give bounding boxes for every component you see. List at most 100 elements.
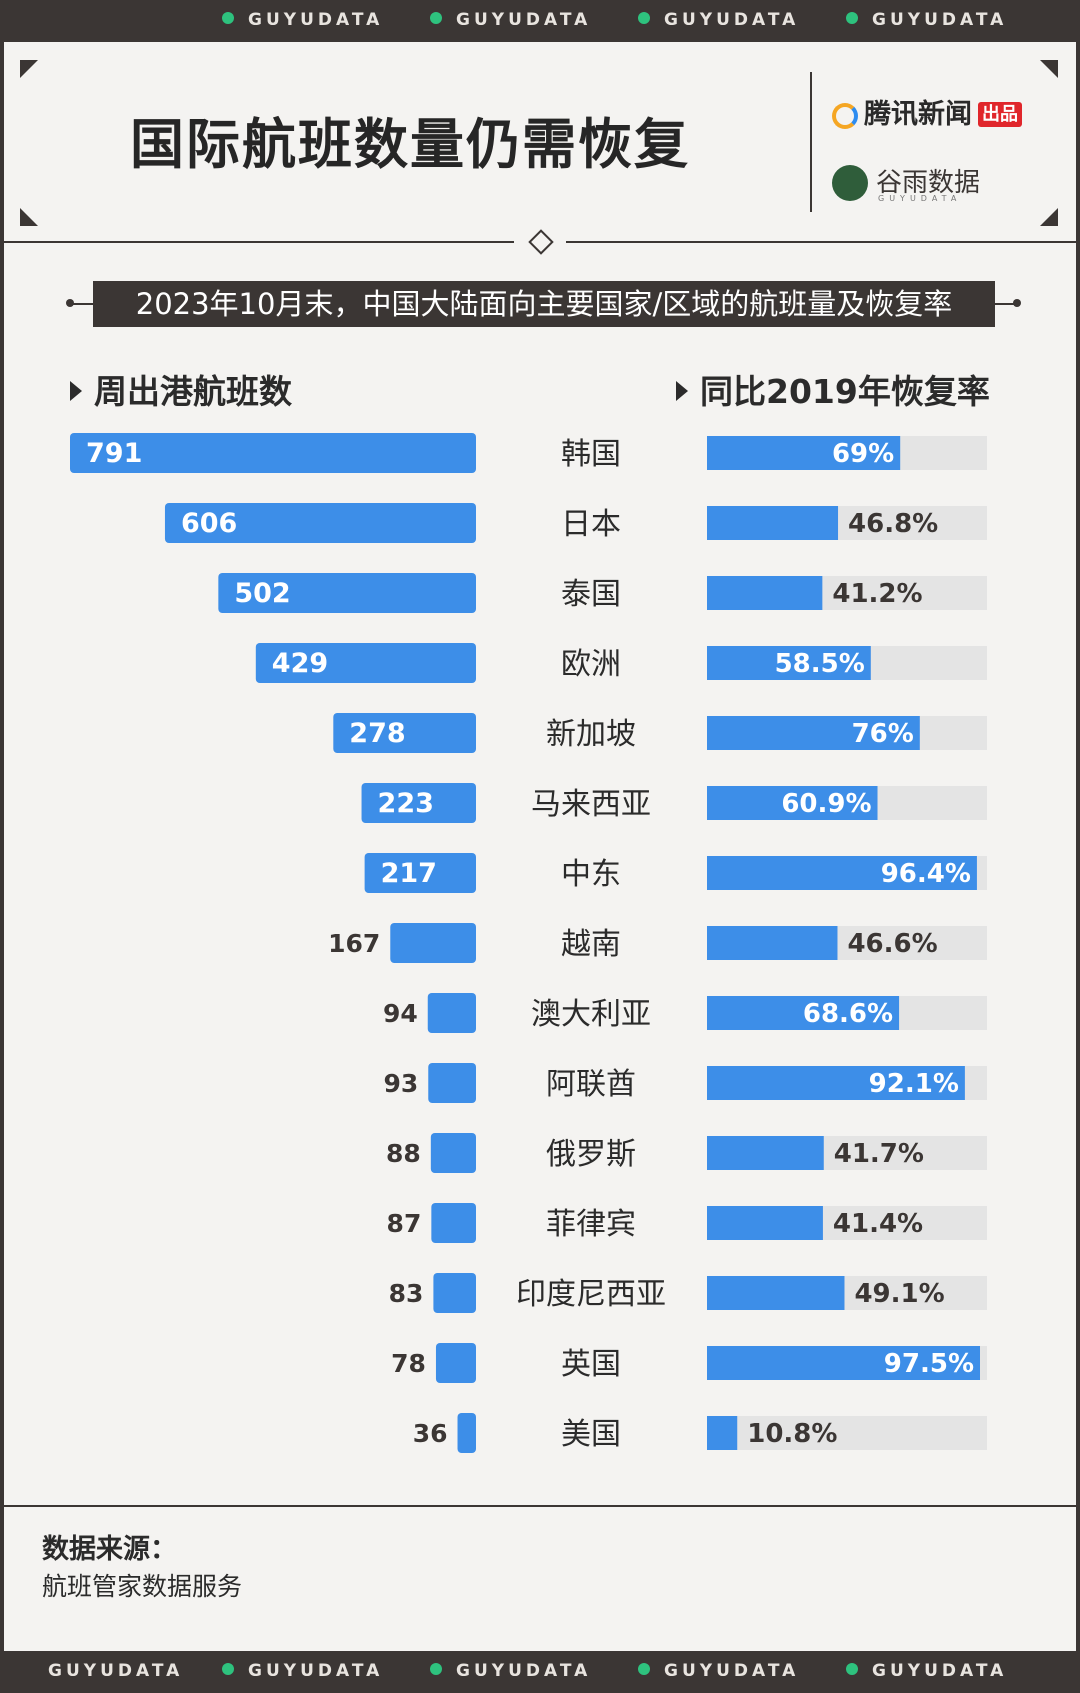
- dot-icon: [638, 1663, 650, 1675]
- flight-bar: [361, 783, 476, 823]
- dot-icon: [222, 12, 234, 24]
- flight-bar: [218, 573, 476, 613]
- flight-bar: [333, 713, 476, 753]
- category-label: 澳大利亚: [531, 997, 651, 1032]
- dot-icon: [846, 1663, 858, 1675]
- dot-icon: [846, 12, 858, 24]
- category-label: 新加坡: [546, 717, 636, 752]
- flight-bar: [431, 1203, 476, 1243]
- rate-value-label: 60.9%: [781, 789, 871, 819]
- rate-bar: [707, 786, 878, 820]
- flight-bar: [433, 1273, 476, 1313]
- category-label: 美国: [561, 1417, 621, 1452]
- partner-name: 谷雨数据: [876, 168, 981, 198]
- strip-brand: GUYUDATA: [248, 1661, 384, 1681]
- flight-value-label: 429: [272, 648, 328, 679]
- category-label: 日本: [561, 507, 621, 542]
- header-divider: [810, 72, 812, 212]
- category-label: 阿联酋: [546, 1067, 636, 1102]
- strip-brand: GUYUDATA: [248, 10, 384, 30]
- rate-bar: [707, 576, 823, 610]
- section-divider-left: [4, 241, 514, 243]
- flight-value-label: 83: [389, 1279, 424, 1308]
- rate-value-label: 10.8%: [747, 1419, 837, 1449]
- flight-value-label: 87: [387, 1209, 422, 1238]
- rate-value-label: 92.1%: [869, 1069, 959, 1099]
- category-label: 马来西亚: [531, 787, 651, 822]
- rate-bar: [707, 1136, 824, 1170]
- rate-value-label: 46.8%: [848, 509, 938, 539]
- rate-value-label: 68.6%: [803, 999, 893, 1029]
- triangle-icon: [70, 381, 82, 401]
- rate-bar: [707, 1346, 980, 1380]
- section-divider-right: [566, 241, 1076, 243]
- category-label: 印度尼西亚: [516, 1277, 666, 1312]
- rate-value-label: 96.4%: [881, 859, 971, 889]
- category-label: 俄罗斯: [546, 1137, 636, 1172]
- flight-value-label: 93: [383, 1069, 418, 1098]
- rate-bar: [707, 716, 920, 750]
- flight-bar: [255, 643, 476, 683]
- rate-value-label: 76%: [852, 719, 914, 749]
- category-label: 越南: [561, 927, 621, 962]
- category-label: 韩国: [561, 437, 621, 472]
- page-title: 国际航班数量仍需恢复: [130, 113, 690, 176]
- strip-brand: GUYUDATA: [664, 10, 800, 30]
- bottom-brand-strip: GUYUDATA GUYUDATA GUYUDATA GUYUDATA GUYU…: [0, 1651, 1080, 1693]
- flight-value-label: 36: [413, 1419, 448, 1448]
- flight-bar: [435, 1343, 476, 1383]
- corner-mark-tl: [20, 60, 38, 78]
- flight-value-label: 791: [86, 438, 142, 469]
- flight-bar: [427, 993, 476, 1033]
- rate-value-label: 46.6%: [847, 929, 937, 959]
- rate-bar: [707, 1416, 738, 1450]
- flight-value-label: 88: [386, 1139, 421, 1168]
- rate-bar: [707, 1066, 965, 1100]
- flight-bar: [430, 1133, 476, 1173]
- dot-icon: [430, 12, 442, 24]
- left-column-heading: 周出港航班数: [70, 365, 292, 413]
- flight-value-label: 167: [328, 929, 380, 958]
- rate-value-label: 58.5%: [775, 649, 865, 679]
- category-label: 英国: [561, 1347, 621, 1382]
- corner-mark-br: [1040, 208, 1058, 226]
- flight-bar: [70, 433, 476, 473]
- strip-brand: GUYUDATA: [48, 1661, 184, 1681]
- rate-value-label: 41.4%: [833, 1209, 923, 1239]
- rate-bar: [707, 1276, 845, 1310]
- strip-brand: GUYUDATA: [872, 1661, 1008, 1681]
- footer-divider: [4, 1505, 1076, 1507]
- partner-sub: GUYUDATA: [878, 194, 962, 203]
- guyu-logo-icon: [832, 165, 868, 201]
- rate-bar: [707, 926, 838, 960]
- rate-bar: [707, 996, 900, 1030]
- partner-brand: 谷雨数据 GUYUDATA: [832, 162, 981, 203]
- flight-value-label: 223: [378, 788, 434, 819]
- rate-bar: [707, 436, 901, 470]
- category-label: 中东: [561, 857, 621, 892]
- flight-bar: [164, 503, 476, 543]
- chart-subtitle: 2023年10月末，中国大陆面向主要国家/区域的航班量及恢复率: [93, 281, 995, 327]
- flight-bar: [364, 853, 476, 893]
- strip-brand: GUYUDATA: [664, 1661, 800, 1681]
- rate-bar: [707, 856, 977, 890]
- flight-value-label: 502: [234, 578, 290, 609]
- flight-bar: [457, 1413, 476, 1453]
- flight-value-label: 94: [383, 999, 418, 1028]
- source-value: 航班管家数据服务: [42, 1572, 243, 1601]
- rate-bar: [707, 646, 871, 680]
- rate-bar: [707, 1206, 823, 1240]
- tencent-news-logo-icon: [832, 103, 858, 129]
- rate-track: [707, 1416, 987, 1450]
- rate-value-label: 69%: [832, 439, 894, 469]
- strip-brand: GUYUDATA: [456, 1661, 592, 1681]
- flight-value-label: 278: [349, 718, 405, 749]
- category-label: 菲律宾: [546, 1207, 636, 1242]
- strip-brand: GUYUDATA: [456, 10, 592, 30]
- top-brand-strip: GUYUDATA GUYUDATA GUYUDATA GUYUDATA: [0, 0, 1080, 42]
- rate-value-label: 41.7%: [834, 1139, 924, 1169]
- flight-value-label: 217: [381, 858, 437, 889]
- corner-mark-tr: [1040, 60, 1058, 78]
- dot-icon: [222, 1663, 234, 1675]
